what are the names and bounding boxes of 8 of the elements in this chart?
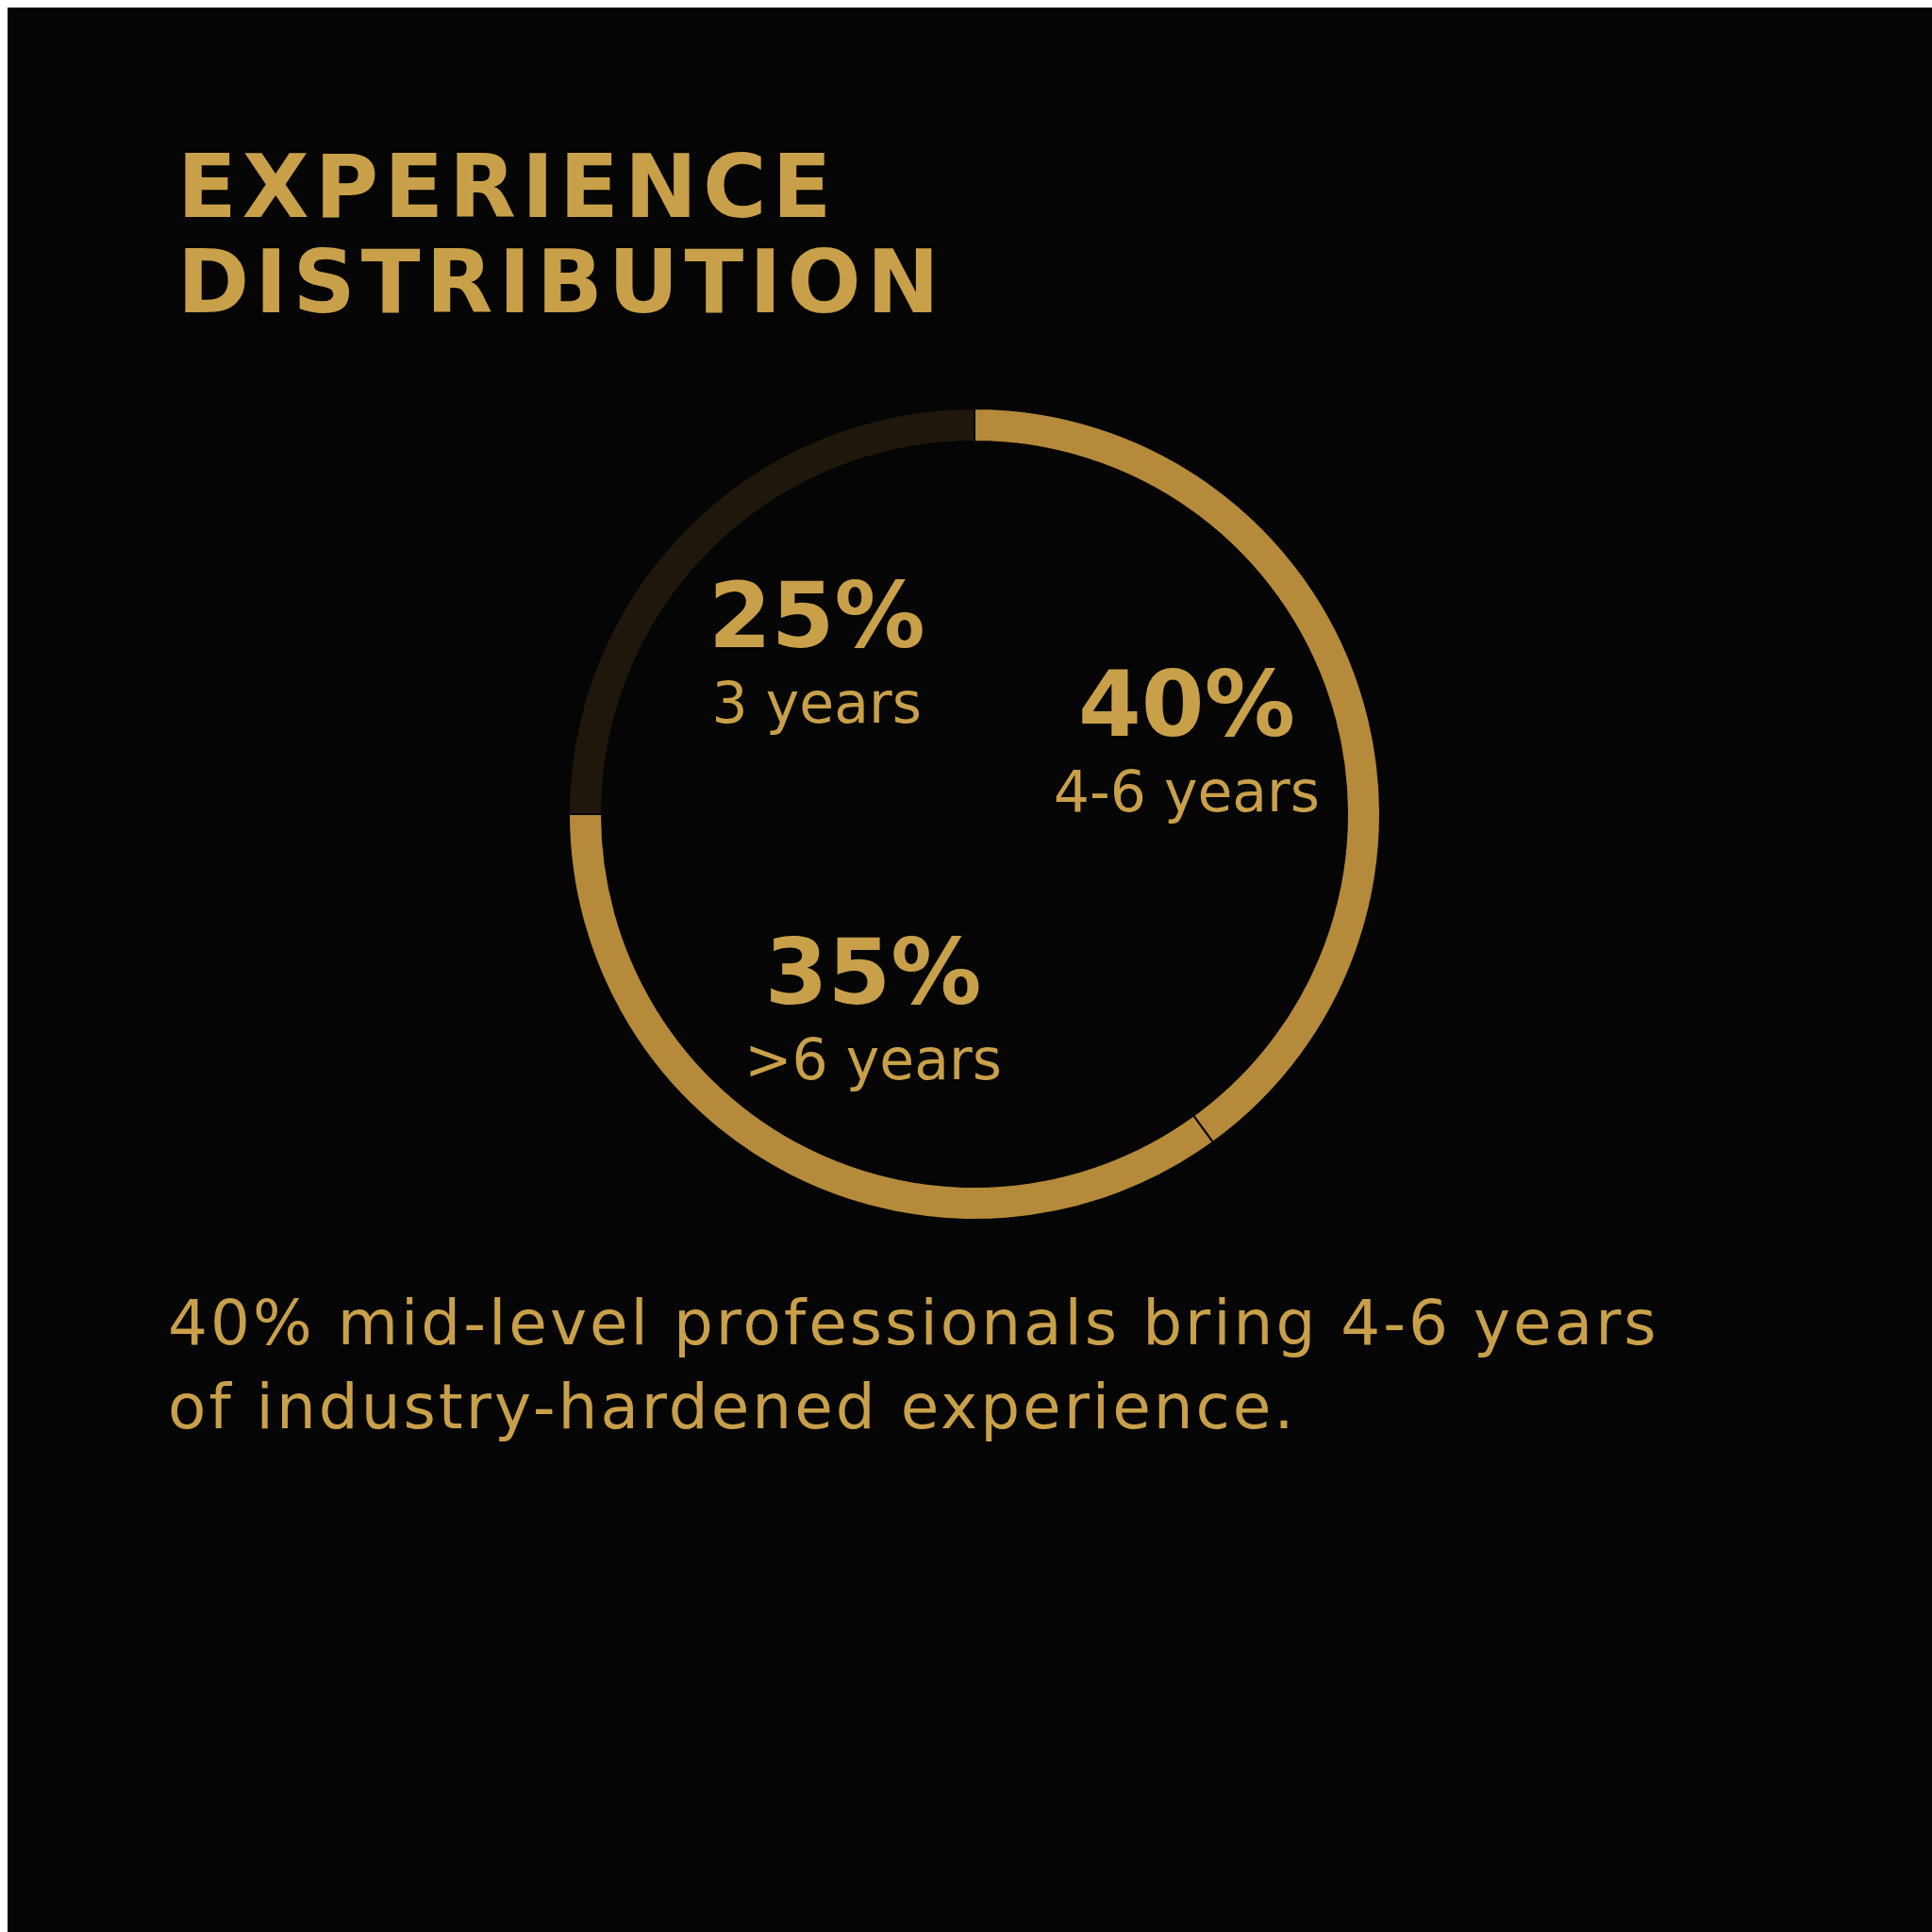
slice-label: 4-6 years bbox=[1053, 758, 1321, 824]
text: 40% mid-level professionals bring 4-6 years of industry-hardened experience. bbox=[168, 1286, 1660, 1446]
slice-label: >6 years bbox=[744, 1025, 1002, 1092]
chart-title: EXPERIENCE DISTRIBUTION bbox=[177, 137, 946, 334]
data-label: 35% bbox=[764, 919, 982, 1025]
data-label: 25% bbox=[708, 562, 925, 669]
data-label: 40% bbox=[1078, 651, 1295, 758]
slice-label: 3 years bbox=[711, 669, 922, 736]
